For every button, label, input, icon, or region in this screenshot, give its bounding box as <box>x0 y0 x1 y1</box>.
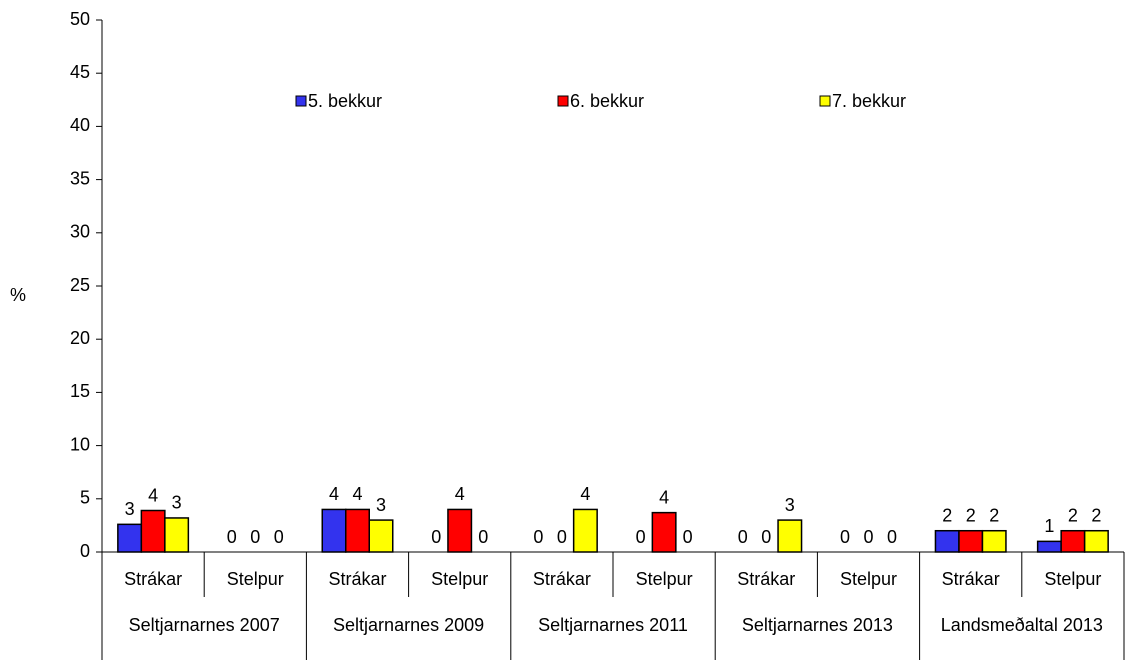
data-label: 3 <box>172 493 182 513</box>
bar <box>164 517 190 553</box>
bar <box>447 508 473 553</box>
bar <box>140 509 166 553</box>
x-tick-label: Stelpur <box>636 569 693 589</box>
data-label: 4 <box>352 484 362 504</box>
y-tick-label: 5 <box>80 488 90 508</box>
y-tick-label: 20 <box>70 328 90 348</box>
data-label: 0 <box>636 527 646 547</box>
group-label: Seltjarnarnes 2011 <box>538 615 688 635</box>
y-tick-label: 25 <box>70 275 90 295</box>
bar <box>368 519 394 553</box>
data-label: 0 <box>431 527 441 547</box>
data-label: 0 <box>683 527 693 547</box>
group-label: Seltjarnarnes 2007 <box>128 615 280 635</box>
legend-label: 5. bekkur <box>308 91 382 111</box>
x-tick-label: Strákar <box>124 569 182 589</box>
y-tick-label: 15 <box>70 381 90 401</box>
data-label: 0 <box>557 527 567 547</box>
data-label: 1 <box>1044 516 1054 536</box>
bar <box>958 529 984 553</box>
data-label: 0 <box>274 527 284 547</box>
bar <box>1036 540 1062 553</box>
legend-swatch <box>295 95 307 107</box>
bar <box>1083 529 1109 553</box>
bar <box>981 529 1007 553</box>
data-label: 2 <box>1068 505 1078 525</box>
bar <box>777 519 803 553</box>
data-label: 3 <box>376 495 386 515</box>
x-tick-label: Stelpur <box>227 569 284 589</box>
y-tick-label: 30 <box>70 222 90 242</box>
bar <box>572 508 598 553</box>
data-label: 4 <box>580 484 590 504</box>
group-label: Seltjarnarnes 2009 <box>333 615 485 635</box>
group-label: Landsmeðaltal 2013 <box>940 615 1103 635</box>
x-tick-label: Stelpur <box>431 569 488 589</box>
y-axis-label: % <box>10 285 26 305</box>
data-label: 2 <box>942 505 952 525</box>
bar <box>651 511 677 553</box>
data-label: 0 <box>738 527 748 547</box>
data-label: 4 <box>659 487 669 507</box>
x-tick-label: Stelpur <box>1044 569 1101 589</box>
x-tick-label: Strákar <box>533 569 591 589</box>
legend-label: 7. bekkur <box>832 91 906 111</box>
bar <box>345 508 370 553</box>
y-tick-label: 45 <box>70 62 90 82</box>
y-tick-label: 40 <box>70 115 90 135</box>
data-label: 4 <box>455 484 465 504</box>
legend-swatch <box>819 95 831 107</box>
x-tick-label: Stelpur <box>840 569 897 589</box>
bar <box>934 529 960 553</box>
data-label: 4 <box>329 484 339 504</box>
data-label: 0 <box>478 527 488 547</box>
x-tick-label: Strákar <box>737 569 795 589</box>
group-label: Seltjarnarnes 2013 <box>741 615 893 635</box>
data-label: 0 <box>761 527 771 547</box>
data-label: 2 <box>989 505 999 525</box>
data-label: 4 <box>148 485 158 505</box>
data-label: 2 <box>966 505 976 525</box>
y-tick-label: 50 <box>70 9 90 29</box>
bar <box>1060 529 1086 553</box>
x-tick-label: Strákar <box>942 569 1000 589</box>
data-label: 3 <box>125 499 135 519</box>
data-label: 0 <box>227 527 237 547</box>
y-tick-label: 10 <box>70 434 90 454</box>
data-label: 0 <box>863 527 873 547</box>
data-label: 2 <box>1091 505 1101 525</box>
bar <box>321 508 347 553</box>
legend-swatch <box>557 95 569 107</box>
data-label: 0 <box>887 527 897 547</box>
data-label: 3 <box>785 495 795 515</box>
data-label: 0 <box>533 527 543 547</box>
y-tick-label: 0 <box>80 541 90 561</box>
data-label: 0 <box>840 527 850 547</box>
data-label: 0 <box>250 527 260 547</box>
x-tick-label: Strákar <box>328 569 386 589</box>
y-tick-label: 35 <box>70 168 90 188</box>
legend-label: 6. bekkur <box>570 91 644 111</box>
bar <box>117 523 143 553</box>
